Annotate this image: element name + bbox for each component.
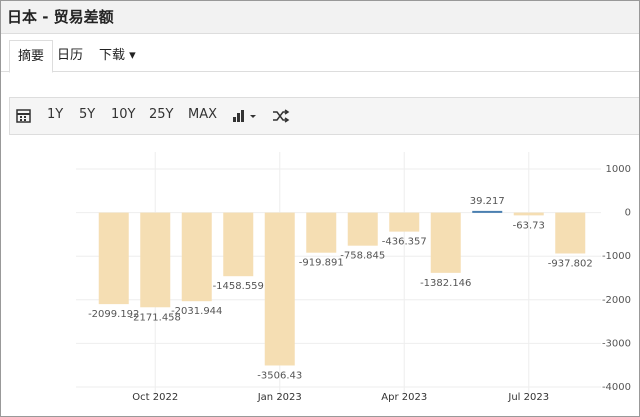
bar — [389, 212, 420, 232]
y-tick-label: 1000 — [606, 164, 631, 175]
title-bar: 日本 - 贸易差额 — [1, 1, 639, 34]
bar — [513, 212, 544, 216]
value-label: -436.357 — [382, 237, 427, 248]
calendar-icon[interactable] — [16, 108, 32, 124]
bar — [347, 212, 378, 246]
value-label: -2099.192 — [88, 309, 139, 320]
bar — [140, 212, 171, 308]
range-button[interactable]: 25Y — [149, 107, 174, 122]
bar — [264, 212, 295, 366]
tab[interactable]: 下载 ▾ — [99, 48, 136, 63]
tab[interactable]: 日历 — [57, 48, 84, 63]
bar — [430, 212, 461, 273]
title: 日本 - 贸易差额 — [7, 8, 114, 26]
range-button[interactable]: 5Y — [79, 107, 96, 122]
value-label: -2031.944 — [171, 306, 222, 317]
bar — [306, 212, 337, 253]
range-button[interactable]: MAX — [188, 107, 218, 122]
y-tick-label: -4000 — [602, 382, 631, 393]
bar — [181, 212, 212, 302]
value-label: -3506.43 — [257, 370, 302, 381]
value-label: -1458.559 — [213, 281, 264, 292]
value-label: -937.802 — [548, 258, 593, 269]
range-button[interactable]: 10Y — [111, 107, 136, 122]
bar — [472, 210, 503, 213]
chart-type-button[interactable] — [232, 108, 262, 124]
tabs: 摘要 日历 下载 ▾ — [1, 34, 639, 73]
chart: -4000 -3000 -2000 -1000 0 1000 -2099.192 Oct 20… — [76, 152, 631, 403]
y-tick-label: -1000 — [602, 251, 631, 262]
x-tick-label: Jul 2023 — [507, 392, 549, 403]
x-tick-label: Apr 2023 — [381, 392, 427, 403]
toolbar: 1Y 5Y 10Y 25Y MAX — [9, 97, 639, 135]
value-label: -2171.458 — [130, 312, 181, 323]
y-tick-label: -2000 — [602, 295, 631, 306]
compare-icon[interactable] — [272, 108, 290, 124]
bar — [223, 212, 254, 277]
x-tick-label: Jan 2023 — [257, 392, 302, 403]
tab[interactable]: 摘要 — [9, 40, 54, 73]
y-tick-label: 0 — [625, 208, 631, 219]
tab-label: 下载 — [99, 48, 126, 63]
y-tick-label: -3000 — [602, 338, 631, 349]
value-label: 39.217 — [470, 196, 505, 207]
range-button[interactable]: 1Y — [47, 107, 64, 122]
x-tick-label: Oct 2022 — [132, 392, 178, 403]
value-label: -1382.146 — [420, 278, 471, 289]
value-label: -919.891 — [299, 258, 344, 269]
bar — [555, 212, 586, 254]
value-label: -63.73 — [513, 220, 545, 231]
value-label: -758.845 — [340, 251, 385, 262]
bar — [98, 212, 129, 305]
